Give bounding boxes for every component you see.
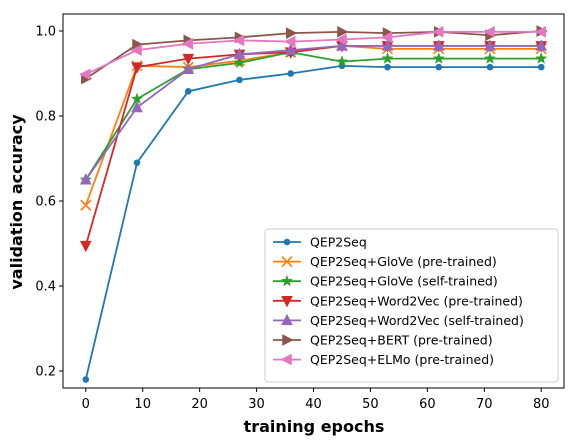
legend: QEP2Seq QEP2Seq+GloVe (pre-trained) QEP2Se…: [264, 228, 559, 383]
legend-label: QEP2Seq+GloVe (pre-trained): [310, 254, 497, 269]
legend-label: QEP2Seq+Word2Vec (pre-trained): [310, 293, 523, 308]
legend-entry: QEP2Seq+Word2Vec (self-trained): [273, 313, 524, 328]
data-point: [535, 52, 548, 64]
legend-box: [264, 228, 559, 383]
legend-marker: [280, 274, 294, 287]
series-line: [85, 30, 542, 76]
data-point: [335, 33, 347, 46]
plot-area: [62, 13, 565, 389]
legend-entry: QEP2Seq+Word2Vec (pre-trained): [273, 293, 523, 308]
data-point: [182, 62, 195, 74]
data-point: [483, 26, 495, 38]
legend-marker: [280, 353, 292, 366]
x-tick-label: 70: [476, 397, 493, 412]
data-point: [432, 39, 445, 51]
y-tick-label: 0.8: [35, 110, 56, 125]
series-4: [79, 39, 548, 185]
data-point: [432, 52, 445, 64]
data-point: [381, 52, 394, 64]
data-point: [184, 88, 192, 95]
x-axis-label: training epochs: [244, 417, 385, 436]
series-line: [85, 30, 542, 80]
data-point: [287, 70, 295, 77]
data-point: [131, 100, 143, 113]
data-point: [284, 35, 296, 48]
data-point: [484, 39, 496, 51]
legend-marker: [281, 296, 293, 308]
legend-marker: [282, 334, 294, 346]
data-point: [284, 43, 297, 55]
legend-label: QEP2Seq+Word2Vec (self-trained): [310, 313, 524, 328]
x-tick-label: 60: [419, 397, 436, 412]
x-tick-label: 20: [191, 397, 208, 412]
x-tick-label: 10: [134, 397, 151, 412]
y-tick-label: 0.6: [35, 195, 56, 210]
data-point: [486, 63, 494, 71]
legend-label: QEP2Seq+ELMo (pre-trained): [310, 352, 494, 367]
series-2: [79, 45, 548, 186]
data-point: [380, 31, 393, 44]
series-line: [84, 44, 542, 246]
data-point: [236, 76, 243, 84]
data-point: [133, 159, 141, 167]
x-tick-label: 40: [305, 397, 322, 412]
data-point: [181, 37, 193, 50]
data-point: [381, 39, 394, 51]
data-point: [285, 27, 298, 39]
series-line: [84, 64, 542, 380]
x-axis: 0 10 20 30 40 50 60 70 80: [82, 388, 550, 412]
y-tick-label: 1.0: [35, 25, 56, 40]
data-point: [435, 63, 443, 71]
data-point: [79, 173, 92, 185]
series-3: [79, 41, 548, 253]
series-line: [85, 51, 542, 181]
legend-label: QEP2Seq: [310, 235, 367, 250]
data-point: [131, 62, 143, 74]
data-point: [335, 55, 349, 67]
legend-label: QEP2Seq+GloVe (self-trained): [310, 274, 498, 289]
x-tick-label: 80: [533, 397, 550, 412]
data-point: [534, 26, 546, 38]
data-point: [483, 52, 497, 64]
legend-label: QEP2Seq+BERT (pre-trained): [310, 333, 493, 348]
legend-marker: [283, 238, 291, 246]
y-axis: 0.2 0.4 0.6 0.8 1.0: [35, 25, 63, 380]
x-tick-label: 30: [248, 397, 265, 412]
series-0: [82, 62, 545, 383]
data-point: [337, 26, 349, 38]
y-tick-label: 0.4: [35, 280, 56, 295]
data-point: [233, 56, 246, 69]
legend-marker: [281, 256, 293, 268]
legend-entry: QEP2Seq+GloVe (self-trained): [273, 274, 498, 289]
series-5: [81, 25, 548, 85]
x-tick-label: 0: [82, 397, 90, 412]
data-point: [232, 34, 245, 47]
data-point: [79, 240, 92, 253]
data-point: [233, 47, 246, 60]
data-point: [130, 44, 142, 56]
data-point: [80, 199, 92, 211]
y-tick-label: 0.2: [35, 365, 56, 380]
legend-entry: QEP2Seq: [273, 235, 367, 250]
data-point: [432, 26, 444, 38]
legend-marker: [281, 313, 293, 326]
legend-entry: QEP2Seq+GloVe (pre-trained): [273, 254, 497, 269]
data-point: [535, 39, 548, 51]
y-axis-label: validation accuracy: [7, 114, 26, 290]
legend-entry: QEP2Seq+ELMo (pre-trained): [273, 352, 494, 367]
data-point: [182, 53, 195, 66]
data-point: [336, 39, 348, 51]
legend-entry: QEP2Seq+BERT (pre-trained): [273, 333, 493, 348]
data-point: [79, 68, 91, 81]
series-line: [85, 44, 542, 181]
x-tick-label: 50: [362, 397, 379, 412]
data-point: [82, 376, 90, 383]
data-point: [537, 63, 545, 71]
series-6: [79, 26, 546, 81]
data-point: [384, 63, 391, 71]
